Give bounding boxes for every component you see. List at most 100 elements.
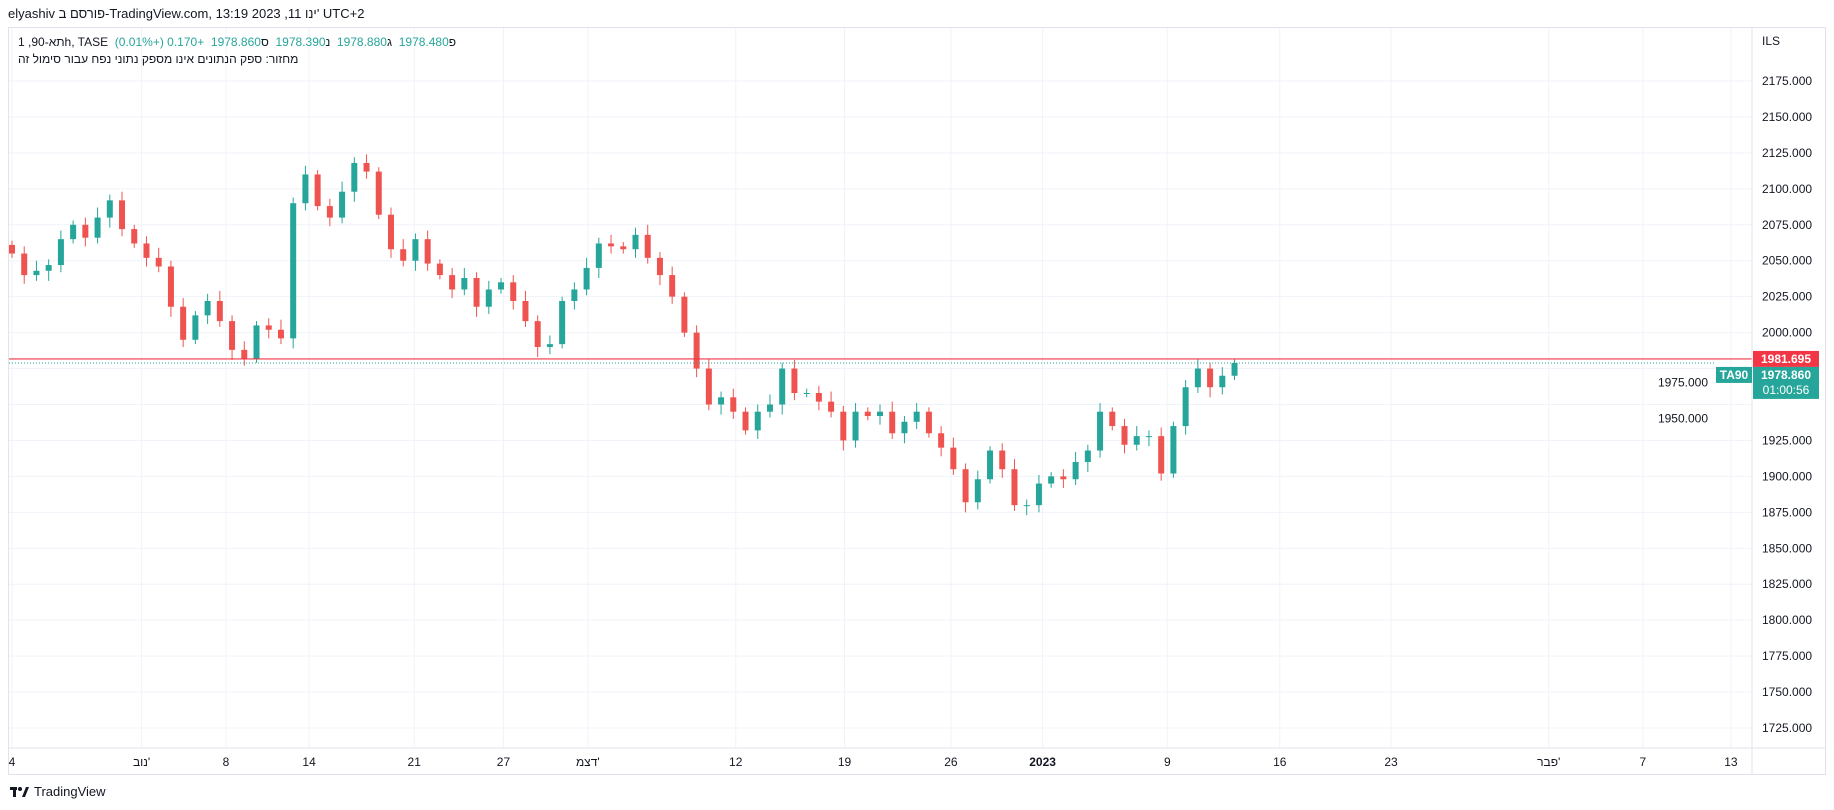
time-tick-label: 8 <box>223 755 230 769</box>
candle <box>180 298 187 347</box>
candle <box>412 233 419 271</box>
symbol-tag: TA90 <box>1720 368 1749 382</box>
time-tick-label: 21 <box>408 755 422 769</box>
candle <box>94 207 101 244</box>
candle <box>204 293 211 324</box>
candle-body <box>705 368 712 405</box>
line-price-tag-bg <box>1753 350 1819 367</box>
candle <box>583 257 590 296</box>
candle <box>901 416 908 444</box>
candle-body <box>534 321 541 347</box>
candle <box>754 404 761 440</box>
candle <box>351 157 358 202</box>
candle-body <box>730 397 737 412</box>
price-axis[interactable]: 1725.000 1750.000 1775.000 1800.000 1825.000… <box>1658 74 1812 735</box>
candle-body <box>828 401 835 412</box>
price-tick-label: 2125.000 <box>1762 146 1812 160</box>
candle <box>718 391 725 415</box>
candle <box>852 403 859 448</box>
candle <box>45 259 52 281</box>
candle-body <box>815 392 822 402</box>
ohlc-row: תא-90, 1h, TASE פ1978.480 ג1978.880 נ197… <box>18 34 456 51</box>
candle-body <box>143 243 150 258</box>
close-value: 1978.860 <box>210 35 261 49</box>
brand-name: TradingView <box>34 784 106 799</box>
candle <box>608 234 615 254</box>
price-tick-label: 2100.000 <box>1762 182 1812 196</box>
candle-body <box>999 450 1006 470</box>
candle <box>265 318 272 339</box>
candle <box>644 224 651 264</box>
candle-body <box>326 206 333 218</box>
time-tick-label: 2023 <box>1029 755 1056 769</box>
candle-body <box>803 392 810 394</box>
candle-body <box>1158 436 1165 474</box>
symbol-name[interactable]: תא-90, 1h, TASE <box>18 35 109 49</box>
price-tick-label: 2175.000 <box>1762 74 1812 88</box>
candle <box>314 170 321 211</box>
candle <box>1121 418 1128 454</box>
candle-body <box>449 275 456 290</box>
open-value: 1978.480 <box>398 35 449 49</box>
candle-body <box>742 411 749 431</box>
candle <box>302 165 309 211</box>
candle-body <box>1219 375 1226 388</box>
candle-body <box>1097 411 1104 451</box>
candle-body <box>436 263 443 276</box>
candle-body <box>656 257 663 276</box>
candle <box>21 246 28 284</box>
candle-body <box>938 433 945 448</box>
candle <box>131 224 138 248</box>
time-tick-label: 12 <box>729 755 743 769</box>
candle <box>681 292 688 337</box>
time-axis[interactable]: 4 נוב' 8 14 21 27 דצמ' 12 19 26 2023 9 16 23 פבר' 7 13 <box>9 755 1738 769</box>
candle-body <box>1048 476 1055 484</box>
candle-body <box>608 243 615 247</box>
candle <box>290 197 297 349</box>
time-tick-label: נוב' <box>133 755 150 769</box>
candle-body <box>498 282 505 290</box>
candle <box>57 230 64 273</box>
candle-body <box>241 349 248 359</box>
candle <box>1048 472 1055 488</box>
candle <box>791 359 798 401</box>
candle-body <box>33 270 40 276</box>
candle-body <box>889 411 896 434</box>
tradingview-logo[interactable]: TradingView <box>10 784 106 799</box>
candle-body <box>339 191 346 218</box>
price-tick-label: 1900.000 <box>1762 469 1812 483</box>
candle-body <box>82 224 89 238</box>
candle <box>510 275 517 310</box>
candle-body <box>571 289 578 301</box>
candle <box>1011 459 1018 511</box>
candle <box>987 446 994 484</box>
candle-body <box>351 162 358 192</box>
candle <box>559 296 566 349</box>
candle-body <box>901 421 908 434</box>
tradingview-logo-icon <box>10 786 29 797</box>
close-label: ס <box>260 35 269 49</box>
high-value: 1978.880 <box>336 35 387 49</box>
candle <box>70 220 77 244</box>
candle-body <box>583 267 590 290</box>
price-tick-label: 1725.000 <box>1762 721 1812 735</box>
candle <box>387 207 394 258</box>
candle <box>436 259 443 280</box>
candle-body <box>1072 462 1079 480</box>
candle-body <box>314 174 321 207</box>
candle-body <box>9 244 15 254</box>
candle <box>1219 367 1226 395</box>
low-value: 1978.390 <box>275 35 326 49</box>
candle <box>1207 362 1214 398</box>
candle <box>1109 407 1116 431</box>
candle <box>938 426 945 457</box>
candle <box>803 388 810 398</box>
candle-body <box>1011 469 1018 506</box>
candle <box>1194 358 1201 393</box>
candle-body <box>864 411 871 417</box>
candle-body <box>387 214 394 250</box>
candle-body <box>473 277 480 307</box>
time-tick-label: 13 <box>1724 755 1738 769</box>
